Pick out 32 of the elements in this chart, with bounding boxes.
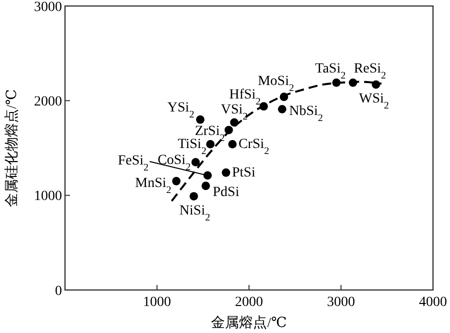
annotation: CrSi$_{2}$ [238,137,270,157]
point [222,168,230,177]
y-tick-label: 3000 [34,0,62,15]
point [196,115,204,124]
x-tick-label: 2000 [235,295,263,310]
x-tick-label: 3000 [327,295,355,310]
annotation: TaSi$_{2}$ [315,62,346,82]
x-tick-label: 1000 [143,295,171,310]
annotation: NbSi$_{2}$ [289,104,323,124]
point [228,140,237,148]
point [190,192,198,200]
point [172,176,181,186]
y-tick-label: 1000 [34,189,62,204]
annotation: MoSi$_{2}$ [258,74,294,94]
annotation: MnSi$_{2}$ [135,176,172,196]
y-tick-label: 2000 [34,94,62,110]
annotation: PdSi [212,184,240,200]
y-tick-label: 0 [55,284,62,299]
point [202,182,210,190]
annotation: FeSi$_{2}$ [118,153,149,173]
point [278,104,286,114]
y-axis-title: 金属硅化物熔点/℃ [4,89,20,207]
annotation: CoSi$_{2}$ [158,153,191,173]
annotation: YSi$_{2}$ [167,100,194,120]
annotation: NiSi$_{2}$ [179,203,210,223]
annotation: WSi$_{2}$ [358,92,389,112]
point [191,158,200,166]
point [206,140,215,148]
x-axis-title: 金属熔点/℃ [211,315,287,331]
annotation: ReSi$_{2}$ [354,62,386,82]
annotation: PtSi [232,166,256,181]
x-tick-label: 4000 [419,295,447,310]
